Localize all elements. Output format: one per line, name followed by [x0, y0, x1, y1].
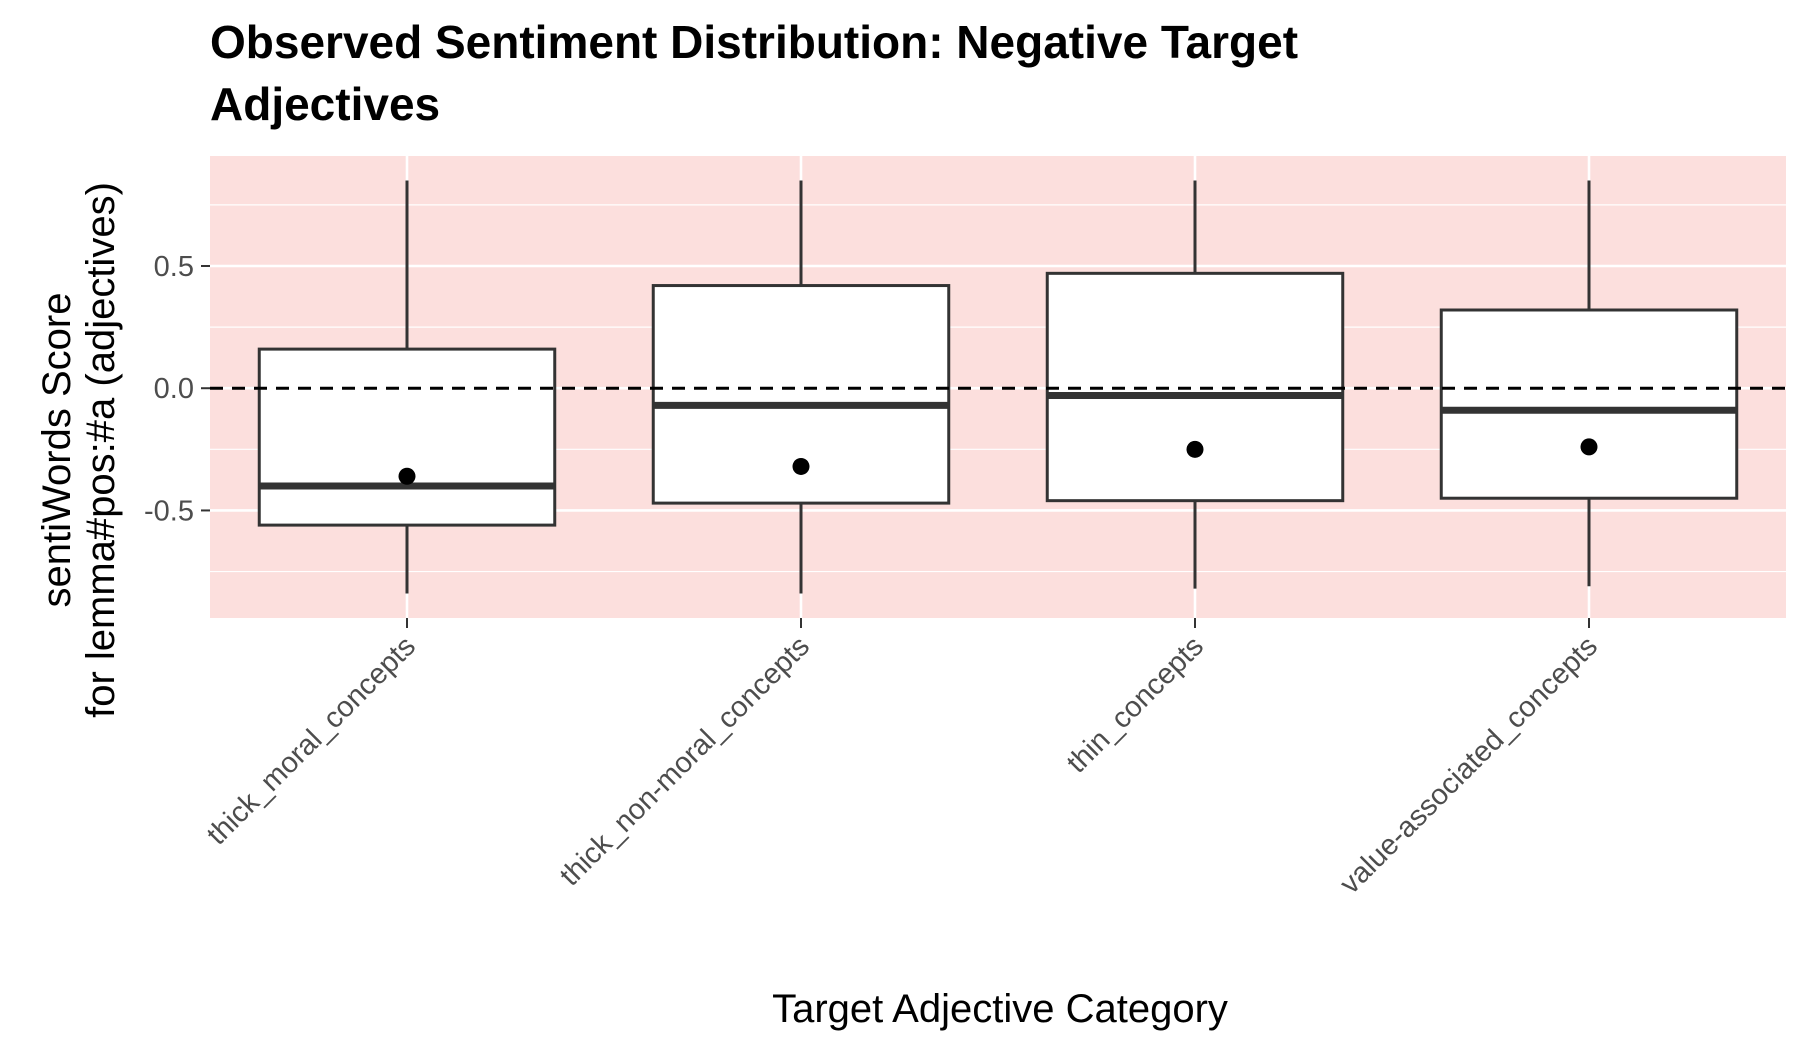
mean-point — [398, 467, 416, 485]
x-tick-label: value-associated_concepts — [1334, 630, 1604, 900]
plot-area: -0.5 0.0 0.5 thick_moral_concepts thick_non-… — [144, 156, 1786, 900]
x-tick-label: thin_concepts — [1061, 630, 1210, 779]
box-iqr — [257, 347, 557, 527]
y-axis-title: sentiWords Score for lemma#pos:#a (adjec… — [35, 182, 123, 718]
x-axis-title: Target Adjective Category — [772, 987, 1228, 1031]
y-tick-label: 0.0 — [154, 373, 194, 405]
chart-title-line-1: Observed Sentiment Distribution: Negativ… — [210, 16, 1298, 68]
y-axis-title-line-1: sentiWords Score — [35, 293, 79, 608]
y-tick-label: -0.5 — [144, 495, 194, 527]
mean-point — [1580, 438, 1598, 456]
box-group — [257, 180, 557, 594]
mean-point — [1186, 440, 1204, 458]
y-tick-label: 0.5 — [154, 251, 194, 283]
box-group — [1439, 180, 1739, 587]
chart-title-line-2: Adjectives — [210, 78, 440, 130]
x-tick-label: thick_non-moral_concepts — [554, 630, 816, 892]
box-iqr — [1439, 308, 1739, 500]
mean-point — [792, 457, 810, 475]
y-axis-title-line-2: for lemma#pos:#a (adjectives) — [79, 182, 123, 718]
x-tick-label: thick_moral_concepts — [201, 630, 422, 851]
